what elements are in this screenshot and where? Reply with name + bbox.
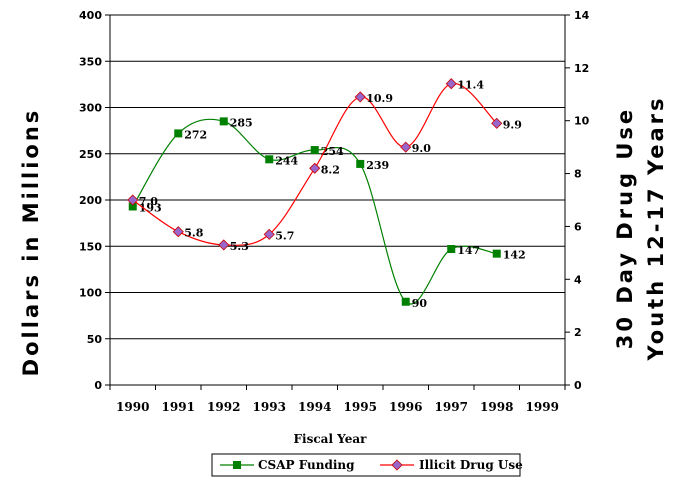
right-tick-label: 2 — [574, 326, 582, 339]
drug-use-point — [354, 91, 366, 103]
left-tick-label: 300 — [79, 102, 102, 115]
x-tick-label: 1998 — [480, 400, 513, 414]
gridlines — [110, 14, 565, 340]
right-tick-label: 12 — [574, 62, 589, 75]
drug-use-point — [172, 226, 184, 238]
data-label: 272 — [184, 128, 207, 141]
left-tick-label: 0 — [94, 379, 102, 392]
right-tick-label: 0 — [574, 379, 582, 392]
x-tick-label: 1996 — [389, 400, 422, 414]
data-label: 8.2 — [321, 163, 340, 176]
csap-point — [174, 129, 183, 138]
csap-point — [492, 249, 501, 258]
left-tick-label: 150 — [79, 240, 102, 253]
csap-point — [128, 202, 137, 211]
csap-point — [401, 297, 410, 306]
series-line — [132, 83, 498, 246]
left-axis-title: Dollars in Millions — [19, 108, 43, 377]
data-label: 9.0 — [412, 142, 431, 155]
x-tick-label: 1990 — [116, 400, 149, 414]
right-axis-title-line2: Youth 12-17 Years — [644, 96, 668, 362]
right-tick-label: 8 — [574, 168, 582, 181]
drug-use-point — [263, 228, 275, 240]
drug-use-point — [491, 117, 503, 129]
drug-use-point — [218, 239, 230, 251]
legend-drug-label: Illicit Drug Use — [419, 458, 523, 472]
legend: CSAP Funding Illicit Drug Use — [211, 453, 523, 477]
x-tick-label: 1997 — [435, 400, 468, 414]
x-tick-label: 1999 — [526, 400, 559, 414]
data-label: 142 — [503, 249, 526, 262]
data-label: 285 — [230, 116, 253, 129]
drug-use-point — [309, 162, 321, 174]
right-axis-title-line1: 30 Day Drug Use — [613, 107, 637, 349]
data-label: 239 — [366, 159, 389, 172]
csap-point — [447, 245, 456, 254]
series-1: 7.0 5.8 5.3 5.7 8.2 10.9 9.0 11.4 9.9 — [127, 78, 522, 253]
drug-use-point — [445, 78, 457, 90]
left-tick-label: 350 — [79, 55, 102, 68]
data-label: 5.7 — [275, 229, 294, 242]
x-tick-label: 1995 — [344, 400, 377, 414]
right-tick-label: 14 — [574, 9, 590, 22]
data-label: 5.3 — [230, 240, 249, 253]
legend-box — [211, 453, 521, 477]
data-label: 147 — [457, 244, 480, 257]
csap-point — [356, 159, 365, 168]
x-axis-ticks: 1990 1991 1992 1993 1994 1995 1996 1997 1998 1999 — [109, 385, 566, 414]
drug-use-point — [400, 141, 412, 153]
right-tick-label: 6 — [574, 220, 582, 233]
legend-drug-marker — [391, 459, 403, 471]
right-tick-label: 4 — [574, 273, 582, 286]
data-label: 9.9 — [503, 118, 522, 131]
legend-csap-marker — [233, 461, 241, 469]
drug-use-point — [127, 194, 139, 206]
csap-point — [265, 155, 274, 164]
left-tick-label: 50 — [87, 333, 103, 346]
right-tick-label: 10 — [574, 115, 590, 128]
series-line — [132, 118, 497, 305]
data-label: 193 — [139, 201, 162, 214]
right-axis-ticks: 0 2 4 6 8 10 12 14 — [565, 9, 590, 392]
left-tick-label: 400 — [79, 9, 102, 22]
data-label: 7.0 — [139, 195, 158, 208]
data-label: 5.8 — [184, 227, 203, 240]
data-label: 10.9 — [366, 92, 393, 105]
left-tick-label: 200 — [79, 194, 102, 207]
x-tick-label: 1992 — [207, 400, 240, 414]
x-tick-label: 1993 — [253, 400, 286, 414]
data-label: 90 — [412, 297, 428, 310]
data-label: 11.4 — [457, 79, 484, 92]
legend-csap-label: CSAP Funding — [258, 458, 355, 472]
x-tick-label: 1994 — [298, 400, 331, 414]
x-tick-label: 1991 — [162, 400, 195, 414]
left-tick-label: 100 — [79, 287, 102, 300]
x-axis-title: Fiscal Year — [294, 432, 368, 446]
left-tick-label: 250 — [79, 148, 102, 161]
data-label: 244 — [275, 154, 298, 167]
csap-point — [219, 117, 228, 126]
left-axis-ticks: 0 50 100 150 200 250 300 350 400 — [79, 9, 110, 392]
csap-point — [310, 146, 319, 155]
